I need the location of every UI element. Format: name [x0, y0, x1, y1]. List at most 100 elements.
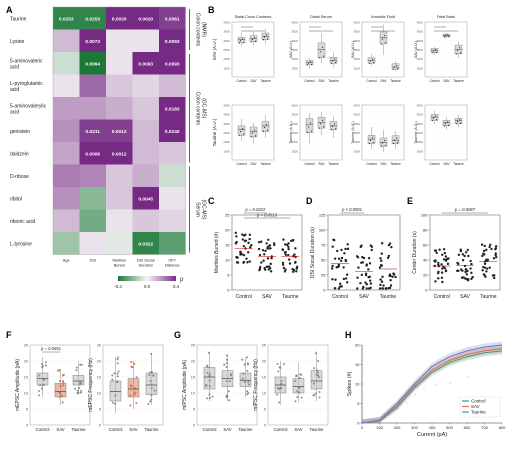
- y-tick-label: 40: [423, 258, 428, 263]
- data-point: [246, 363, 249, 366]
- data-point: [494, 252, 497, 255]
- y-tick-label: 5: [227, 273, 230, 278]
- data-point: [314, 392, 317, 395]
- data-point: [469, 259, 472, 263]
- data-point: [258, 268, 261, 272]
- y-tick-label: 3500: [416, 113, 423, 117]
- data-point: [460, 268, 463, 271]
- y-tick-label: 4000: [223, 21, 230, 25]
- data-point: [257, 240, 261, 244]
- box-point: [251, 38, 254, 40]
- box-iqr: [379, 31, 388, 45]
- box-point: [368, 142, 371, 145]
- data-point: [317, 359, 320, 362]
- data-point: [294, 247, 297, 250]
- box-point: [443, 125, 446, 127]
- data-point: [282, 266, 286, 270]
- box-iqr: [442, 33, 451, 38]
- heatmap-cell: [159, 119, 186, 142]
- data-point: [495, 255, 498, 259]
- x-tick-label: Control: [36, 427, 50, 432]
- y-tick-label: 10: [262, 392, 266, 396]
- y-tick-label: 20: [225, 228, 230, 233]
- data-point: [359, 245, 362, 249]
- box-iqr: [329, 57, 338, 64]
- heatmap-cell: [132, 232, 159, 255]
- box-iqr: [454, 117, 463, 124]
- heatmap-row-label: D-ribose: [10, 174, 29, 180]
- box-point: [250, 41, 253, 43]
- data-point: [228, 380, 231, 383]
- data-point: [342, 277, 346, 281]
- data-point: [38, 374, 41, 377]
- box-point: [455, 53, 458, 55]
- data-point: [246, 356, 249, 359]
- box-point: [393, 66, 396, 68]
- data-point: [247, 392, 250, 395]
- box-point: [309, 61, 312, 63]
- data-point: [331, 264, 334, 268]
- data-point: [360, 273, 364, 277]
- y-tick-label: 15: [225, 243, 230, 248]
- heatmap-cell-value: 0.0093: [138, 61, 153, 67]
- data-point: [340, 259, 343, 263]
- data-point: [281, 261, 285, 265]
- data-point: [149, 400, 152, 403]
- data-point: [241, 233, 244, 236]
- data-point: [282, 362, 285, 365]
- data-point: [461, 258, 465, 262]
- box-iqr: [72, 375, 85, 386]
- y-tick-label: 4000: [416, 21, 423, 25]
- data-point: [442, 247, 446, 251]
- legend-tick-label: -0.4: [114, 284, 122, 289]
- y-tick-label: 5: [26, 408, 28, 412]
- heatmap-col-label: OFT: [168, 259, 176, 263]
- data-point: [287, 245, 290, 249]
- y-tick-label: 25: [321, 273, 326, 278]
- y-tick-label: 2000: [416, 140, 423, 144]
- y-axis-label: mIPSC Amplitude (pA): [182, 360, 188, 410]
- box-iqr: [249, 35, 258, 42]
- box-point: [331, 125, 334, 128]
- x-tick-label: Taurine: [238, 427, 253, 432]
- heatmap-cell: [132, 52, 159, 75]
- box-point: [330, 62, 333, 64]
- x-tick-label: 200: [394, 425, 401, 430]
- box-point: [459, 122, 462, 124]
- box-point: [383, 34, 386, 37]
- box-point: [371, 137, 374, 139]
- heatmap-row-label: genistein: [10, 129, 30, 135]
- data-point: [268, 265, 271, 268]
- data-point: [241, 377, 244, 380]
- data-point: [291, 267, 294, 271]
- box-point: [331, 60, 334, 62]
- heatmap-cell-value: 0.0020: [138, 16, 153, 22]
- data-point: [206, 397, 209, 400]
- box-point: [253, 36, 256, 39]
- box-point: [263, 126, 266, 129]
- box-point: [446, 121, 449, 123]
- data-point: [483, 266, 487, 269]
- box-point: [321, 46, 324, 48]
- data-point: [369, 282, 373, 285]
- y-tick-label: 15: [262, 376, 266, 380]
- y-tick-label: 2000: [291, 140, 298, 144]
- data-point: [246, 390, 249, 393]
- data-point: [288, 262, 292, 265]
- marker-point: ×: [423, 387, 425, 391]
- data-point: [483, 253, 486, 256]
- data-point: [111, 374, 114, 377]
- data-point: [345, 273, 349, 276]
- data-point: [151, 371, 154, 374]
- box-point: [309, 122, 312, 124]
- data-point: [469, 267, 472, 270]
- heatmap-cell: [106, 52, 133, 75]
- marker-point: ×: [415, 393, 417, 397]
- data-point: [440, 263, 443, 266]
- y-tick-label: 3500: [353, 113, 360, 117]
- box-point: [432, 50, 435, 52]
- heatmap-cell: [106, 142, 133, 165]
- data-point: [280, 386, 283, 389]
- data-point: [364, 281, 367, 284]
- y-tick-label: 4000: [353, 21, 360, 25]
